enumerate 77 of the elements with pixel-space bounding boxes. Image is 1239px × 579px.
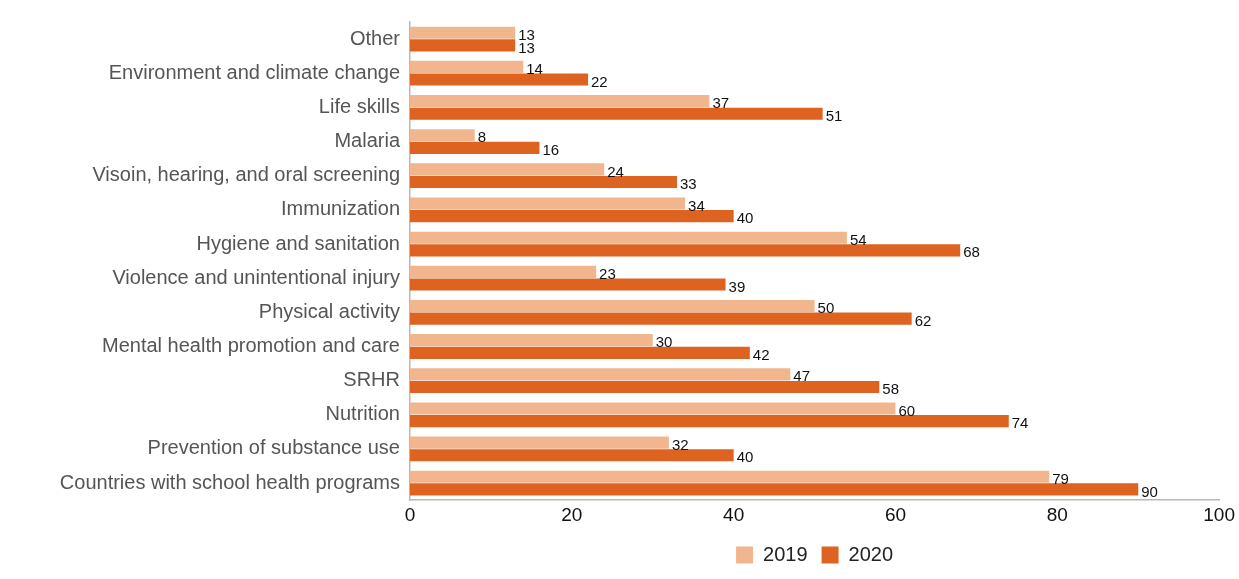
bar: [410, 299, 815, 313]
data-label: 62: [914, 311, 932, 329]
data-label: 8: [477, 128, 487, 146]
bar: [410, 244, 961, 257]
data-label: 39: [728, 277, 746, 295]
bar: [410, 175, 678, 189]
data-label: 16: [542, 141, 560, 159]
bar: [410, 107, 823, 120]
y-tick-label: Hygiene and sanitation: [196, 231, 400, 254]
bar: [410, 141, 540, 154]
data-label: 40: [736, 448, 754, 466]
data-label: 74: [1011, 414, 1029, 432]
bar: [410, 402, 896, 415]
x-tick-label: 40: [723, 503, 745, 525]
data-label: 33: [680, 175, 697, 193]
data-label: 54: [849, 230, 867, 248]
data-label: 34: [688, 196, 705, 214]
data-label: 14: [526, 60, 543, 78]
bar: [410, 163, 605, 176]
bar: [410, 278, 726, 291]
bar: [410, 415, 1009, 428]
y-tick-label: Nutrition: [325, 402, 400, 425]
data-label: 51: [825, 106, 843, 124]
bar: [410, 380, 880, 394]
data-label: 42: [752, 345, 770, 363]
y-tick-label: Countries with school health programs: [59, 470, 400, 493]
data-label: 22: [591, 72, 608, 90]
y-tick-label: Immunization: [281, 197, 400, 220]
data-label: 13: [518, 25, 535, 43]
y-tick-label: Life skills: [318, 94, 400, 117]
data-label: 23: [599, 265, 616, 282]
data-label: 30: [655, 333, 673, 351]
bar: [410, 210, 734, 223]
y-tick-label: Malaria: [334, 129, 401, 152]
y-tick-label: Violence and unintentional injury: [112, 265, 400, 288]
legend-label: 2019: [763, 542, 808, 565]
data-label: 68: [963, 243, 980, 261]
bar: [410, 368, 791, 381]
data-label: 24: [607, 162, 624, 180]
y-tick-label: Visoin, hearing, and oral screening: [92, 163, 400, 186]
y-tick-label: Environment and climate change: [108, 60, 400, 83]
x-tick-label: 80: [1046, 503, 1068, 525]
data-label: 60: [898, 401, 916, 419]
x-tick-label: 0: [404, 503, 416, 525]
data-label: 47: [793, 367, 810, 385]
data-label: 40: [736, 209, 754, 227]
bar: [410, 197, 686, 210]
bar: [410, 231, 847, 244]
bar: [410, 470, 1050, 483]
data-label: 50: [817, 299, 835, 317]
bar: [410, 312, 912, 325]
y-tick-label: SRHR: [343, 368, 400, 391]
bar: [410, 265, 597, 278]
legend-label: 2020: [848, 542, 894, 565]
bar: [410, 73, 589, 86]
y-tick-label: Mental health promotion and care: [102, 334, 400, 357]
data-label: 37: [712, 94, 730, 112]
x-tick-label: 60: [884, 503, 907, 525]
data-label: 79: [1052, 469, 1069, 487]
x-tick-label: 20: [561, 503, 583, 525]
bar: [410, 39, 516, 52]
data-label: 90: [1141, 482, 1158, 500]
bar: [410, 95, 710, 108]
data-label: 58: [882, 380, 899, 398]
y-tick-label: Prevention of substance use: [147, 436, 400, 459]
bar: [410, 60, 524, 73]
bar: [410, 346, 750, 359]
bar: [410, 26, 516, 39]
bar: [410, 483, 1139, 496]
bar: [410, 334, 653, 347]
bar: [410, 449, 734, 462]
bar: [410, 129, 475, 142]
y-tick-label: Other: [349, 26, 401, 49]
y-tick-label: Physical activity: [258, 299, 400, 322]
data-label: 32: [671, 435, 689, 453]
bar: [410, 436, 669, 449]
x-tick-label: 100: [1203, 503, 1235, 525]
